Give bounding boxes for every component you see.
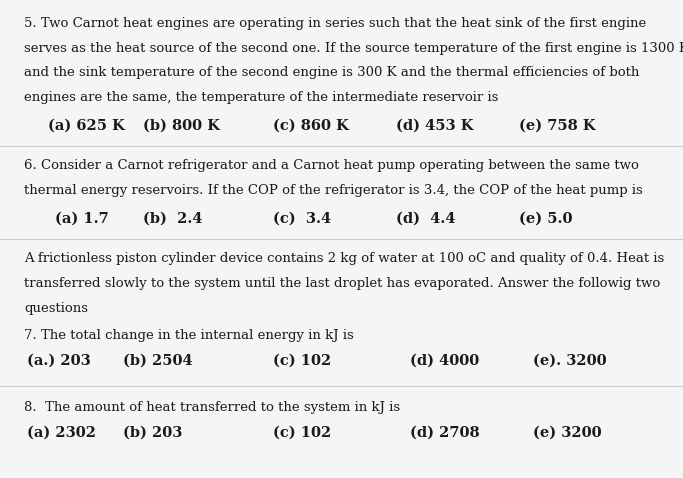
Text: (b) 2504: (b) 2504 <box>123 354 193 368</box>
Text: 7. The total change in the internal energy in kJ is: 7. The total change in the internal ener… <box>24 329 354 342</box>
Text: (c) 102: (c) 102 <box>273 354 331 368</box>
Text: serves as the heat source of the second one. If the source temperature of the fi: serves as the heat source of the second … <box>24 42 683 54</box>
Text: (d) 2708: (d) 2708 <box>410 426 479 440</box>
Text: (e) 5.0: (e) 5.0 <box>519 211 572 225</box>
Text: engines are the same, the temperature of the intermediate reservoir is: engines are the same, the temperature of… <box>24 91 499 104</box>
Text: (d)  4.4: (d) 4.4 <box>396 211 456 225</box>
Text: (a) 2302: (a) 2302 <box>27 426 96 440</box>
Text: (e) 758 K: (e) 758 K <box>519 119 596 132</box>
Text: (e) 3200: (e) 3200 <box>533 426 601 440</box>
Text: (b) 203: (b) 203 <box>123 426 182 440</box>
Text: 8.  The amount of heat transferred to the system in kJ is: 8. The amount of heat transferred to the… <box>24 401 400 414</box>
Text: thermal energy reservoirs. If the COP of the refrigerator is 3.4, the COP of the: thermal energy reservoirs. If the COP of… <box>24 184 643 197</box>
Text: (a.) 203: (a.) 203 <box>27 354 91 368</box>
Text: (c) 102: (c) 102 <box>273 426 331 440</box>
Text: (b)  2.4: (b) 2.4 <box>143 211 203 225</box>
Text: (b) 800 K: (b) 800 K <box>143 119 221 132</box>
Text: (a) 625 K: (a) 625 K <box>48 119 124 132</box>
Text: (d) 4000: (d) 4000 <box>410 354 479 368</box>
Text: transferred slowly to the system until the last droplet has evaporated. Answer t: transferred slowly to the system until t… <box>24 277 660 290</box>
Text: 5. Two Carnot heat engines are operating in series such that the heat sink of th: 5. Two Carnot heat engines are operating… <box>24 17 646 30</box>
Text: (c)  3.4: (c) 3.4 <box>273 211 331 225</box>
Text: (c) 860 K: (c) 860 K <box>273 119 349 132</box>
Text: and the sink temperature of the second engine is 300 K and the thermal efficienc: and the sink temperature of the second e… <box>24 66 639 79</box>
Text: (a) 1.7: (a) 1.7 <box>55 211 109 225</box>
Text: 6. Consider a Carnot refrigerator and a Carnot heat pump operating between the s: 6. Consider a Carnot refrigerator and a … <box>24 159 639 172</box>
Text: A frictionless piston cylinder device contains 2 kg of water at 100 oC and quali: A frictionless piston cylinder device co… <box>24 252 664 265</box>
Text: questions: questions <box>24 302 88 315</box>
Text: (d) 453 K: (d) 453 K <box>396 119 473 132</box>
Text: (e). 3200: (e). 3200 <box>533 354 607 368</box>
